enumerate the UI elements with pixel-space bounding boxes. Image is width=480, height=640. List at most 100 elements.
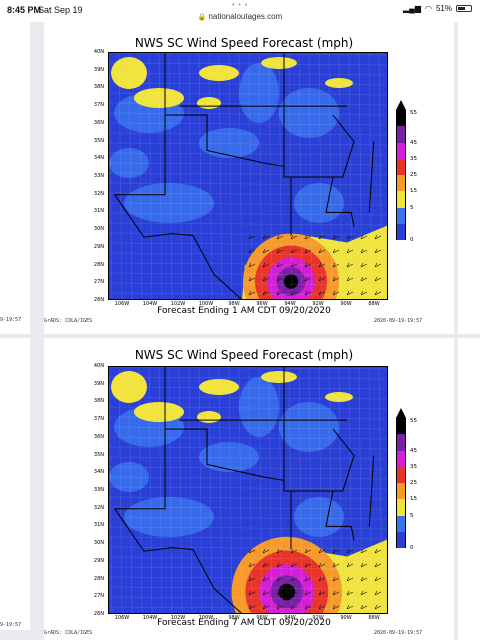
strong-wind-patch (325, 78, 353, 88)
generated-timestamp: 2020-09-19-19:57 (374, 630, 423, 636)
moderate-wind-area (199, 128, 259, 158)
wind-barb (332, 590, 340, 596)
wind-barb (318, 262, 326, 268)
wind-barb (374, 290, 382, 296)
multitask-dots-icon[interactable]: • • • (232, 2, 249, 9)
status-date: Sat Sep 19 (38, 5, 83, 15)
wind-barb (360, 290, 368, 296)
colorbar: 55 45 35 25 15 5 0 (396, 408, 426, 556)
county-line (178, 53, 183, 299)
county-line (258, 53, 263, 299)
county-line (109, 506, 387, 510)
strong-wind-patch (197, 411, 221, 423)
address-bar[interactable]: 🔒 nationaloutages.com (0, 12, 480, 21)
wind-barb (276, 548, 284, 554)
lon-tick-label: 102W (170, 615, 186, 621)
colorbar-segment (396, 450, 406, 467)
wind-barb (374, 248, 382, 254)
colorbar-label: 45 (410, 447, 417, 454)
county-line (109, 516, 387, 520)
wind-barb (346, 590, 354, 596)
lat-tick-label: 26N (93, 611, 104, 617)
county-line (248, 53, 253, 299)
county-line (208, 53, 213, 299)
county-line (109, 576, 387, 580)
wind-barb (248, 262, 256, 268)
colorbar-label: 5 (410, 512, 414, 519)
county-line (268, 367, 273, 613)
county-line (109, 102, 387, 106)
colorbar-label: 35 (410, 155, 417, 162)
wind-barb (374, 234, 382, 240)
county-line (109, 386, 387, 390)
county-line (109, 192, 387, 196)
wind-barb (346, 276, 354, 282)
state-border (283, 367, 292, 550)
lat-tick-label: 40N (93, 49, 104, 55)
wind-barb (332, 548, 340, 554)
county-line (228, 53, 233, 299)
wind-barb (318, 276, 326, 282)
wind-barb (332, 262, 340, 268)
moderate-wind-area (294, 497, 344, 537)
hurricane-wind-ring (278, 583, 296, 601)
colorbar-label: 45 (410, 139, 417, 146)
side-panel-right-1 (458, 22, 480, 334)
lat-tick-label: 38N (93, 398, 104, 405)
colorbar-label: 5 (410, 204, 414, 211)
wind-barb (248, 604, 256, 610)
wind-barb (360, 234, 368, 240)
lat-tick-label: 37N (93, 416, 104, 423)
colorbar-label: 55 (410, 110, 417, 116)
generated-timestamp: 2020-09-19-19:57 (374, 318, 423, 324)
colorbar-segment (396, 499, 406, 516)
colorbar-segment (396, 515, 406, 532)
url-text: nationaloutages.com (208, 12, 283, 21)
county-line (109, 546, 387, 550)
lat-tick-label: 39N (93, 66, 104, 73)
forecast-panel-2: NWS SC Wind Speed Forecast (mph) 40N 39N 3… (44, 338, 454, 640)
moderate-wind-area (109, 462, 149, 492)
county-line (118, 53, 123, 299)
wind-barb (304, 234, 312, 240)
wind-barb (290, 290, 298, 296)
lat-tick-label: 28N (93, 575, 104, 582)
wind-barb (290, 248, 298, 254)
county-line (368, 53, 373, 299)
status-icons: ▂▄▆ ◠ 51% (403, 4, 472, 13)
lat-tick-label: 33N (93, 173, 104, 179)
county-line (278, 53, 283, 299)
moderate-wind-area (239, 377, 279, 437)
wind-barb (318, 248, 326, 254)
colorbar-tip (396, 100, 406, 110)
lat-tick-label: 35N (93, 451, 104, 458)
colorbar-segment (396, 142, 406, 159)
moderate-wind-area (294, 183, 344, 223)
wind-barb (318, 604, 326, 610)
wind-barb (276, 262, 284, 268)
lon-tick-label: 104W (142, 615, 158, 621)
state-border (368, 455, 375, 527)
colorbar-label: 25 (410, 480, 417, 486)
county-line (109, 212, 387, 216)
lon-tick-label: 88W (368, 301, 380, 307)
county-line (208, 367, 213, 613)
county-line (109, 82, 387, 86)
wind-barb (374, 262, 382, 268)
wind-barb (346, 604, 354, 610)
wind-barb (360, 590, 368, 596)
strong-wind-patch (111, 57, 147, 89)
wind-barb (318, 234, 326, 240)
lat-tick-label: 34N (93, 469, 104, 476)
moderate-wind-area (199, 442, 259, 472)
lat-tick-label: 32N (93, 190, 104, 197)
wind-barb (374, 548, 382, 554)
wind-barb (248, 276, 256, 282)
wind-barb (346, 262, 354, 268)
lat-tick-label: 26N (93, 297, 104, 303)
lat-tick-label: 29N (93, 243, 104, 250)
moderate-wind-area (279, 402, 339, 452)
colorbar-segment (396, 191, 406, 208)
colorbar-bottom-tip (396, 548, 406, 556)
wind-barb (304, 590, 312, 596)
